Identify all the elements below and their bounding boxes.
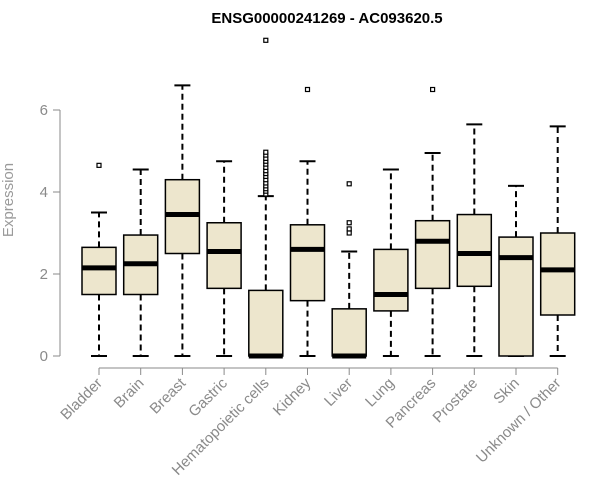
x-tick-label: Breast [147,374,190,417]
box-skin [498,184,534,357]
iqr-box [539,232,576,316]
iqr-box [248,289,284,357]
y-axis-label: Expression [0,163,17,237]
outlier-point [346,230,352,236]
iqr-box [81,246,117,296]
x-tick-label: Liver [321,375,356,410]
chart-title: ENSG00000241269 - AC093620.5 [211,10,442,27]
iqr-box [331,308,367,357]
y-tick-label: 4 [40,184,48,201]
x-tick-label: Brain [111,375,148,412]
iqr-box [289,224,326,302]
y-tick-label: 6 [40,102,48,119]
y-tick-label: 0 [40,348,48,365]
box-group [81,37,576,359]
iqr-box [206,222,242,290]
box-kidney [289,86,326,357]
box-brain [122,168,159,357]
box-prostate [456,123,493,357]
iqr-box [456,213,493,288]
outlier-point [346,181,352,187]
box-hematopoietic-cells [248,37,284,359]
y-tick-label: 2 [40,266,48,283]
outlier-point [263,149,269,155]
x-tick-label: Bladder [57,375,106,424]
box-gastric [206,160,242,357]
x-tick-label: Skin [490,375,523,408]
box-breast [164,84,201,357]
box-bladder [81,162,117,357]
y-axis: 0 2 4 6 [40,102,61,365]
iqr-box [414,219,451,290]
x-tick-label: Lung [362,375,398,411]
outlier-point [263,37,269,43]
outlier-point [304,86,311,93]
box-liver [331,181,367,359]
iqr-box [373,248,409,312]
outlier-point [346,220,352,226]
box-unknown-other [539,125,576,357]
outlier-point [346,226,352,232]
x-tick-label: Prostate [430,375,482,427]
x-tick-label: Kidney [270,374,315,419]
box-lung [373,168,409,357]
iqr-box [498,236,534,357]
outlier-point [96,162,102,168]
box-pancreas [414,86,451,357]
outlier-point [430,86,436,93]
